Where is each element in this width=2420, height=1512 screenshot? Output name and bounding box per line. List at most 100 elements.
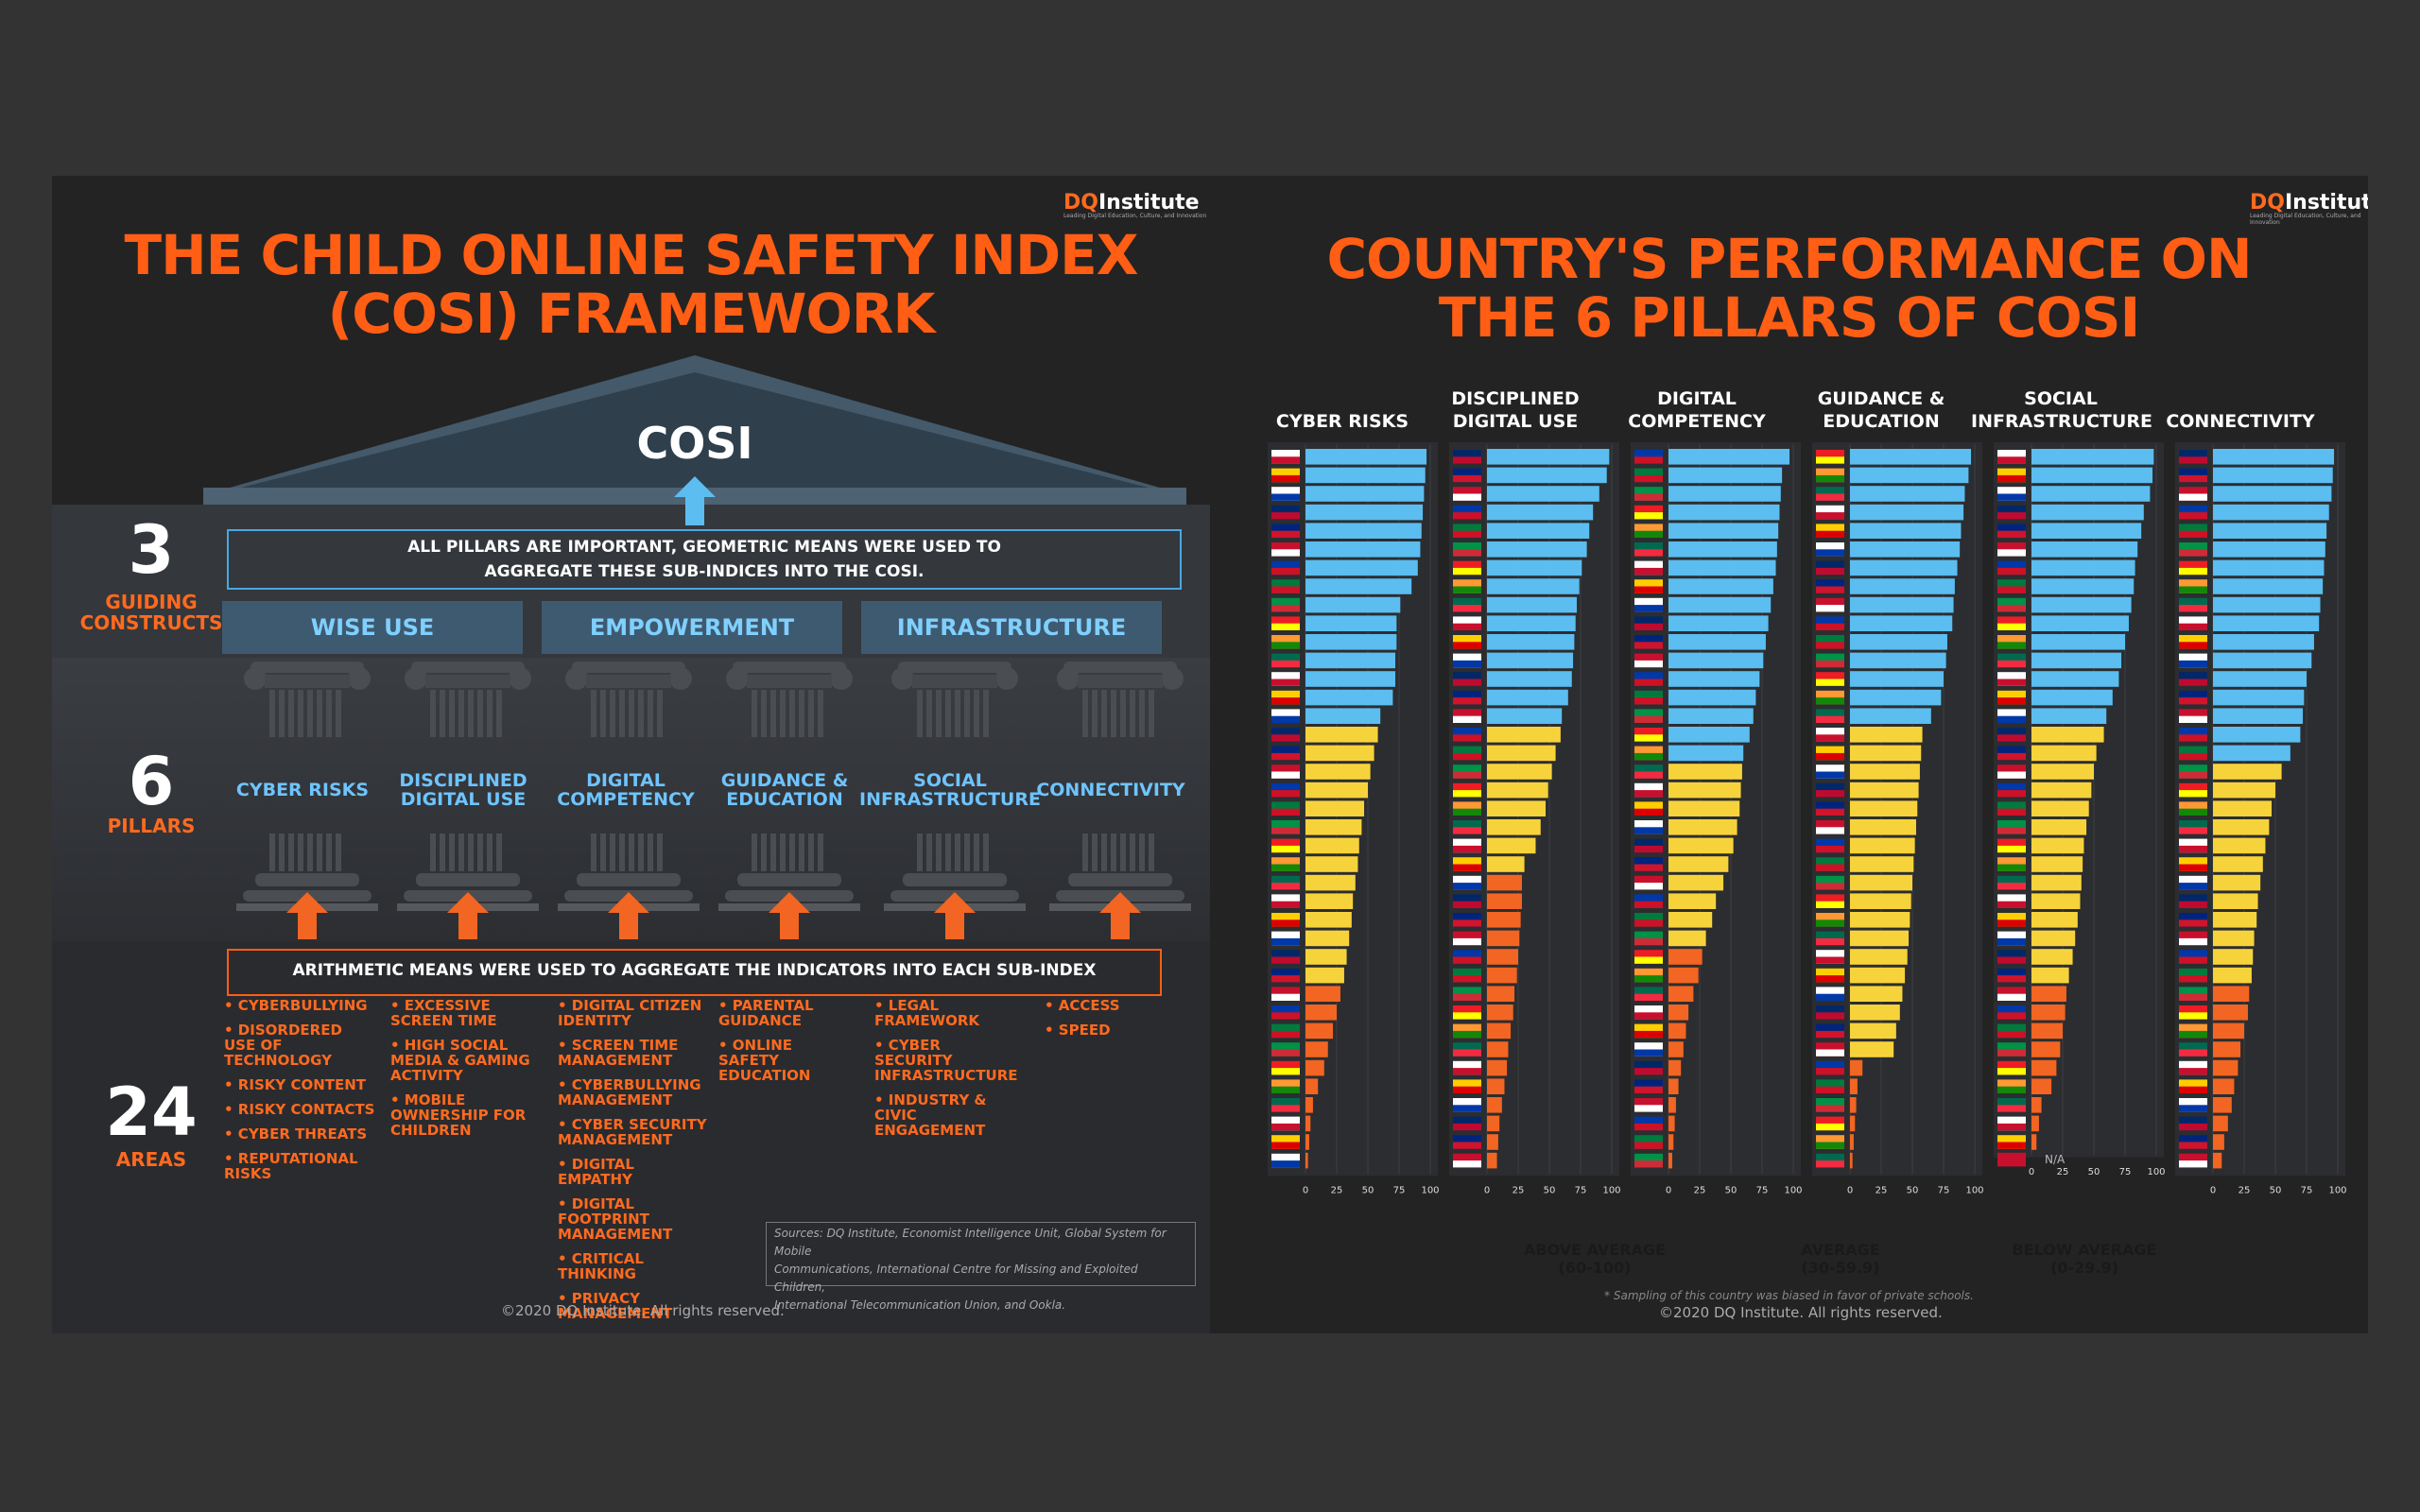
area-item: • SPEED [1045,1022,1111,1039]
data-bar [1487,1005,1513,1021]
flag-stripe [1634,642,1663,649]
area-item: • CYBERBULLYING MANAGEMENT [558,1076,701,1108]
flag-stripe [1816,605,1844,612]
flag-stripe [1997,1012,2026,1020]
flag-stripe [1634,715,1663,723]
flag-stripe [1816,474,1844,483]
data-bar [2213,615,2320,631]
data-bar [1305,615,1397,631]
data-bar [2031,930,2076,947]
data-bar [1850,949,1908,965]
x-tick-label: 25 [1331,1185,1343,1195]
flag-stripe [1997,919,2026,927]
chart-title-digital-competency: DIGITAL COMPETENCY [1628,388,1766,432]
dq-institute-logo-right: DQInstitute Leading Digital Education, C… [2250,191,2368,226]
area-item: • ONLINE SAFETY EDUCATION [718,1037,811,1084]
flag-stripe [1997,567,2026,576]
data-bar [1305,1152,1308,1169]
flag-stripe [1997,1142,2026,1149]
flag-stripe [2179,512,2207,520]
up-arrow-icon [286,892,328,939]
data-bar [1850,615,1953,631]
flag-stripe [1997,993,2026,1001]
data-bar [1487,689,1568,706]
data-bar [2031,559,2135,576]
data-bar [2213,1115,2228,1132]
flag-stripe [1453,474,1481,483]
data-bar [1487,1152,1497,1169]
data-bar [1305,727,1378,743]
constructs-label-line1: GUIDING [105,591,198,613]
flag-stripe [2179,456,2207,464]
flag-stripe [1453,901,1481,908]
data-bar [1487,967,1517,984]
data-bar [2213,949,2254,965]
flag-stripe [1271,790,1300,798]
flag-stripe [1997,864,2026,871]
data-bar [1305,967,1344,984]
flag-stripe [1271,493,1300,501]
data-bar [2213,1059,2238,1076]
data-bar [2213,782,2275,799]
data-bar [1850,727,1923,743]
data-bar [1668,856,1729,872]
area-item: • DIGITAL EMPATHY [558,1156,634,1188]
country-performance-panel: DQInstitute Leading Digital Education, C… [1210,176,2368,1333]
flag-stripe [1271,1049,1300,1057]
flag-stripe [1634,1142,1663,1149]
flag-stripe [2179,901,2207,908]
flag-stripe [1997,883,2026,890]
flag-stripe [1271,919,1300,927]
data-bar [2031,671,2119,687]
flag-stripe [1816,623,1844,630]
data-bar [2031,504,2144,521]
flag-stripe [2179,1049,2207,1057]
data-bar [2213,1005,2248,1021]
flag-stripe [1997,623,2026,630]
flag-stripe [1271,1123,1300,1131]
flag-stripe [1634,623,1663,630]
data-bar [1668,596,1772,613]
data-bar [1487,930,1520,947]
data-bar [2031,486,2151,502]
data-bar [1850,764,1920,780]
data-bar [1668,967,1699,984]
constructs-label-line2: CONSTRUCTS [79,611,223,634]
flag-stripe [1453,493,1481,501]
constructs-number: 3 [128,511,175,589]
flag-stripe [1453,1012,1481,1020]
data-bar [2213,856,2263,872]
data-bar [2213,671,2307,687]
flag-stripe [1816,1142,1844,1149]
x-tick-label: 25 [2057,1167,2069,1177]
flag-stripe [1816,1105,1844,1112]
flag-stripe [1453,642,1481,649]
areas-social-infrastructure: • LEGAL FRAMEWORK • CYBER SECURITY INFRA… [874,998,1021,1147]
flag-stripe [1816,901,1844,908]
x-tick-label: 100 [2328,1185,2346,1195]
flag-stripe [2179,530,2207,538]
flag-stripe [2179,1160,2207,1168]
pillar-bar-chart: 0 25 50 75 100 [1268,442,1440,1195]
pillar-column [718,662,860,939]
arithmetic-means-note: ARITHMETIC MEANS WERE USED TO AGGREGATE … [227,949,1162,996]
data-bar [2031,449,2154,465]
flag-stripe [1271,845,1300,853]
flag-stripe [1634,1160,1663,1168]
data-bar [1668,1097,1676,1113]
data-bar [2213,874,2261,891]
data-bar [2213,967,2252,984]
flag-stripe [2179,1012,2207,1020]
flag-stripe [1271,697,1300,705]
data-bar [2213,559,2325,576]
flag-stripe [1997,827,2026,834]
flag-stripe [1453,845,1481,853]
data-bar [1668,837,1734,854]
data-bar [1850,449,1972,465]
pillar-column [1049,662,1191,939]
data-bar [1305,449,1427,465]
data-bar [2031,874,2082,891]
data-bar [1305,745,1374,762]
area-item: • DIGITAL FOOTPRINT MANAGEMENT [558,1195,673,1243]
data-bar [1668,652,1764,669]
